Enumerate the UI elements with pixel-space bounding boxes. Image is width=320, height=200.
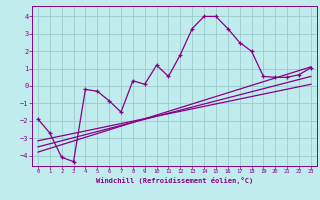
X-axis label: Windchill (Refroidissement éolien,°C): Windchill (Refroidissement éolien,°C) — [96, 177, 253, 184]
